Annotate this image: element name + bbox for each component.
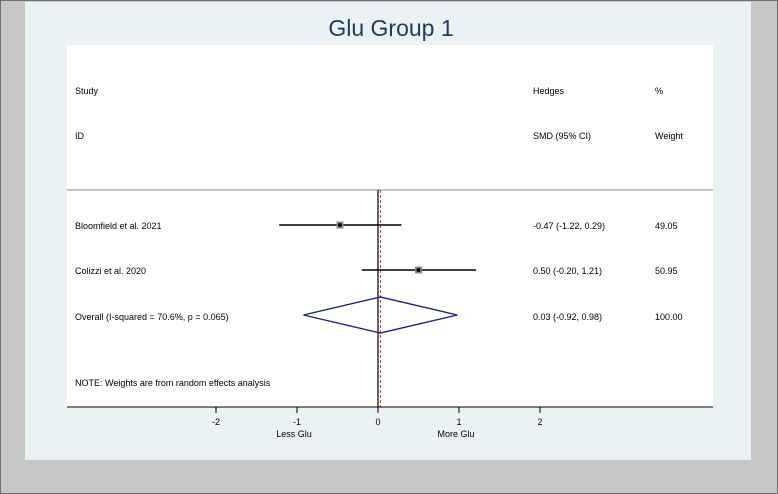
direction-label-right: More Glu [437,429,474,439]
study-point [337,223,342,227]
x-tick-label: 1 [456,417,461,427]
header-study: Study [75,86,99,96]
study-label: Bloomfield et al. 2021 [75,221,162,231]
x-tick-label: -2 [212,417,220,427]
direction-label-left: Less Glu [276,429,312,439]
study-weight-text: 50.95 [655,266,678,276]
overall-diamond [303,296,458,334]
study-point [416,268,421,272]
study-row: Bloomfield et al. 2021 -0.47 (-1.22, 0.2… [75,221,678,231]
study-weight-text: 49.05 [655,221,678,231]
study-row: Colizzi et al. 2020 0.50 (-0.20, 1.21) 5… [75,266,678,276]
header-weight: Weight [655,131,683,141]
study-ci-text: 0.50 (-0.20, 1.21) [533,266,602,276]
x-axis-ticks: -2 -1 0 1 2 [212,407,543,427]
overall-label: Overall (I-squared = 70.6%, p = 0.065) [75,312,229,322]
overall-row: Overall (I-squared = 70.6%, p = 0.065) 0… [75,296,683,334]
header-effect: Hedges [533,86,565,96]
plot-area [67,45,713,407]
x-tick-label: 0 [375,417,380,427]
x-tick-label: -1 [293,417,301,427]
weights-note: NOTE: Weights are from random effects an… [75,378,271,388]
header-percent: % [655,86,663,96]
x-tick-label: 2 [537,417,542,427]
overall-ci-text: 0.03 (-0.92, 0.98) [533,312,602,322]
chart-title: Glu Group 1 [328,15,453,41]
study-label: Colizzi et al. 2020 [75,266,146,276]
study-ci-text: -0.47 (-1.22, 0.29) [533,221,605,231]
header-effect-unit: SMD (95% CI) [533,131,591,141]
overall-weight-text: 100.00 [655,312,683,322]
header-id: ID [75,131,85,141]
